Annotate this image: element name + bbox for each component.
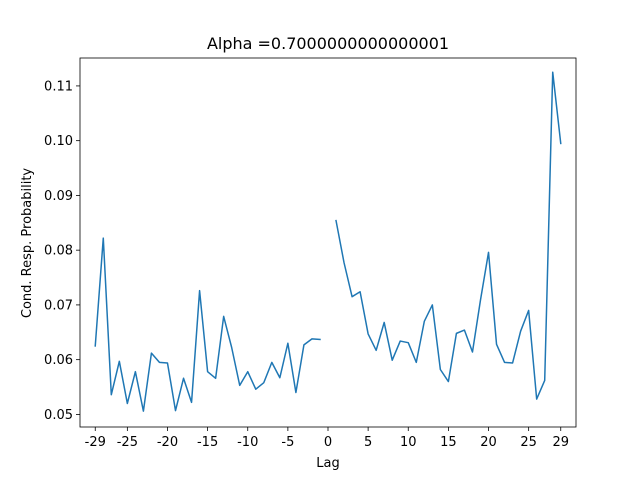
- x-tick-label: -29: [85, 435, 106, 450]
- x-tick-label: 20: [480, 435, 497, 450]
- x-axis-label: Lag: [316, 456, 339, 471]
- series-line-segment: [94, 237, 321, 412]
- x-tick-label: 5: [364, 435, 372, 450]
- x-tick-label: -20: [157, 435, 178, 450]
- x-tick-label: 15: [440, 435, 457, 450]
- y-tick-label: 0.08: [44, 244, 73, 259]
- x-tick-label: -10: [237, 435, 258, 450]
- y-axis-label: Cond. Resp. Probability: [20, 168, 35, 319]
- y-tick-label: 0.07: [44, 298, 73, 313]
- y-tick-label: 0.11: [44, 79, 73, 94]
- x-tick-label: 10: [400, 435, 417, 450]
- x-tick-label: 29: [552, 435, 569, 450]
- y-tick-label: 0.10: [44, 134, 73, 149]
- x-tick-label: -5: [281, 435, 294, 450]
- y-tick-label: 0.06: [44, 353, 73, 368]
- y-axis: 0.05 0.06 0.07 0.08 0.09 0.10 0.11: [44, 79, 80, 423]
- y-tick-label: 0.05: [44, 408, 73, 423]
- x-tick-label: -15: [197, 435, 218, 450]
- x-tick-label: 0: [324, 435, 332, 450]
- series-line-segment: [335, 71, 562, 400]
- chart-title: Alpha =0.7000000000000001: [207, 34, 449, 53]
- y-tick-label: 0.09: [44, 189, 73, 204]
- x-axis: -29 -25 -20 -15 -10 -5 0 5 10 15 20 25 29: [85, 427, 569, 450]
- x-tick-label: -25: [117, 435, 138, 450]
- x-tick-label: 25: [520, 435, 537, 450]
